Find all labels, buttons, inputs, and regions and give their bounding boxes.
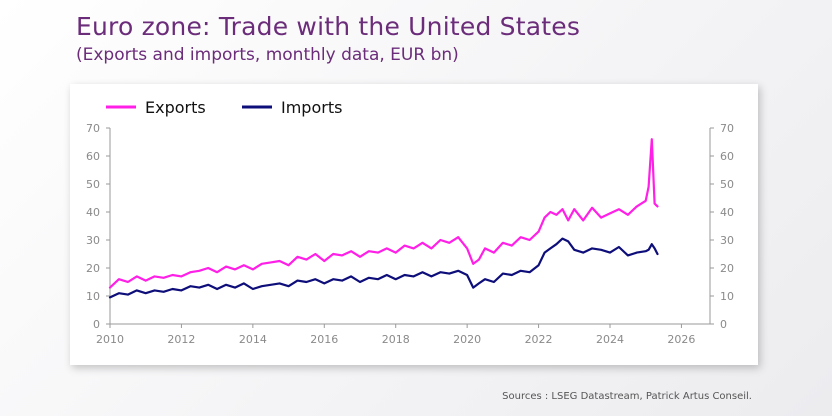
x-tick-label: 2022 bbox=[525, 333, 553, 346]
y-tick-label-right: 50 bbox=[720, 178, 734, 191]
series-line-imports bbox=[108, 237, 659, 299]
page-title: Euro zone: Trade with the United States bbox=[76, 12, 581, 41]
x-tick-label: 2016 bbox=[310, 333, 338, 346]
y-tick-label-left: 30 bbox=[86, 234, 100, 247]
y-tick-label-right: 60 bbox=[720, 150, 734, 163]
y-tick-label-left: 10 bbox=[86, 290, 100, 303]
legend-label-imports: Imports bbox=[281, 98, 342, 117]
x-tick-label: 2014 bbox=[239, 333, 267, 346]
y-tick-label-right: 20 bbox=[720, 262, 734, 275]
chart-legend: Exports Imports bbox=[106, 98, 342, 117]
y-tick-label-left: 40 bbox=[86, 206, 100, 219]
source-note: Sources : LSEG Datastream, Patrick Artus… bbox=[502, 391, 752, 402]
x-tick-label: 2012 bbox=[167, 333, 195, 346]
y-tick-label-left: 50 bbox=[86, 178, 100, 191]
y-tick-label-right: 70 bbox=[720, 122, 734, 135]
y-tick-label-right: 10 bbox=[720, 290, 734, 303]
y-tick-label-left: 70 bbox=[86, 122, 100, 135]
x-tick-label: 2026 bbox=[667, 333, 695, 346]
y-tick-label-left: 60 bbox=[86, 150, 100, 163]
chart-series bbox=[108, 138, 659, 299]
series-line-exports bbox=[108, 138, 659, 289]
x-tick-label: 2024 bbox=[596, 333, 624, 346]
x-tick-label: 2020 bbox=[453, 333, 481, 346]
y-tick-label-right: 40 bbox=[720, 206, 734, 219]
page-subtitle: (Exports and imports, monthly data, EUR … bbox=[76, 45, 459, 65]
legend-label-exports: Exports bbox=[145, 98, 206, 117]
x-tick-label: 2010 bbox=[96, 333, 124, 346]
y-tick-label-left: 0 bbox=[93, 318, 100, 331]
y-tick-label-left: 20 bbox=[86, 262, 100, 275]
x-tick-label: 2018 bbox=[382, 333, 410, 346]
y-tick-label-right: 0 bbox=[720, 318, 727, 331]
y-tick-label-right: 30 bbox=[720, 234, 734, 247]
chart-panel: 0 0 10 10 20 20 30 30 40 40 50 50 60 60 70 70 2010 2012 20… bbox=[70, 84, 758, 365]
